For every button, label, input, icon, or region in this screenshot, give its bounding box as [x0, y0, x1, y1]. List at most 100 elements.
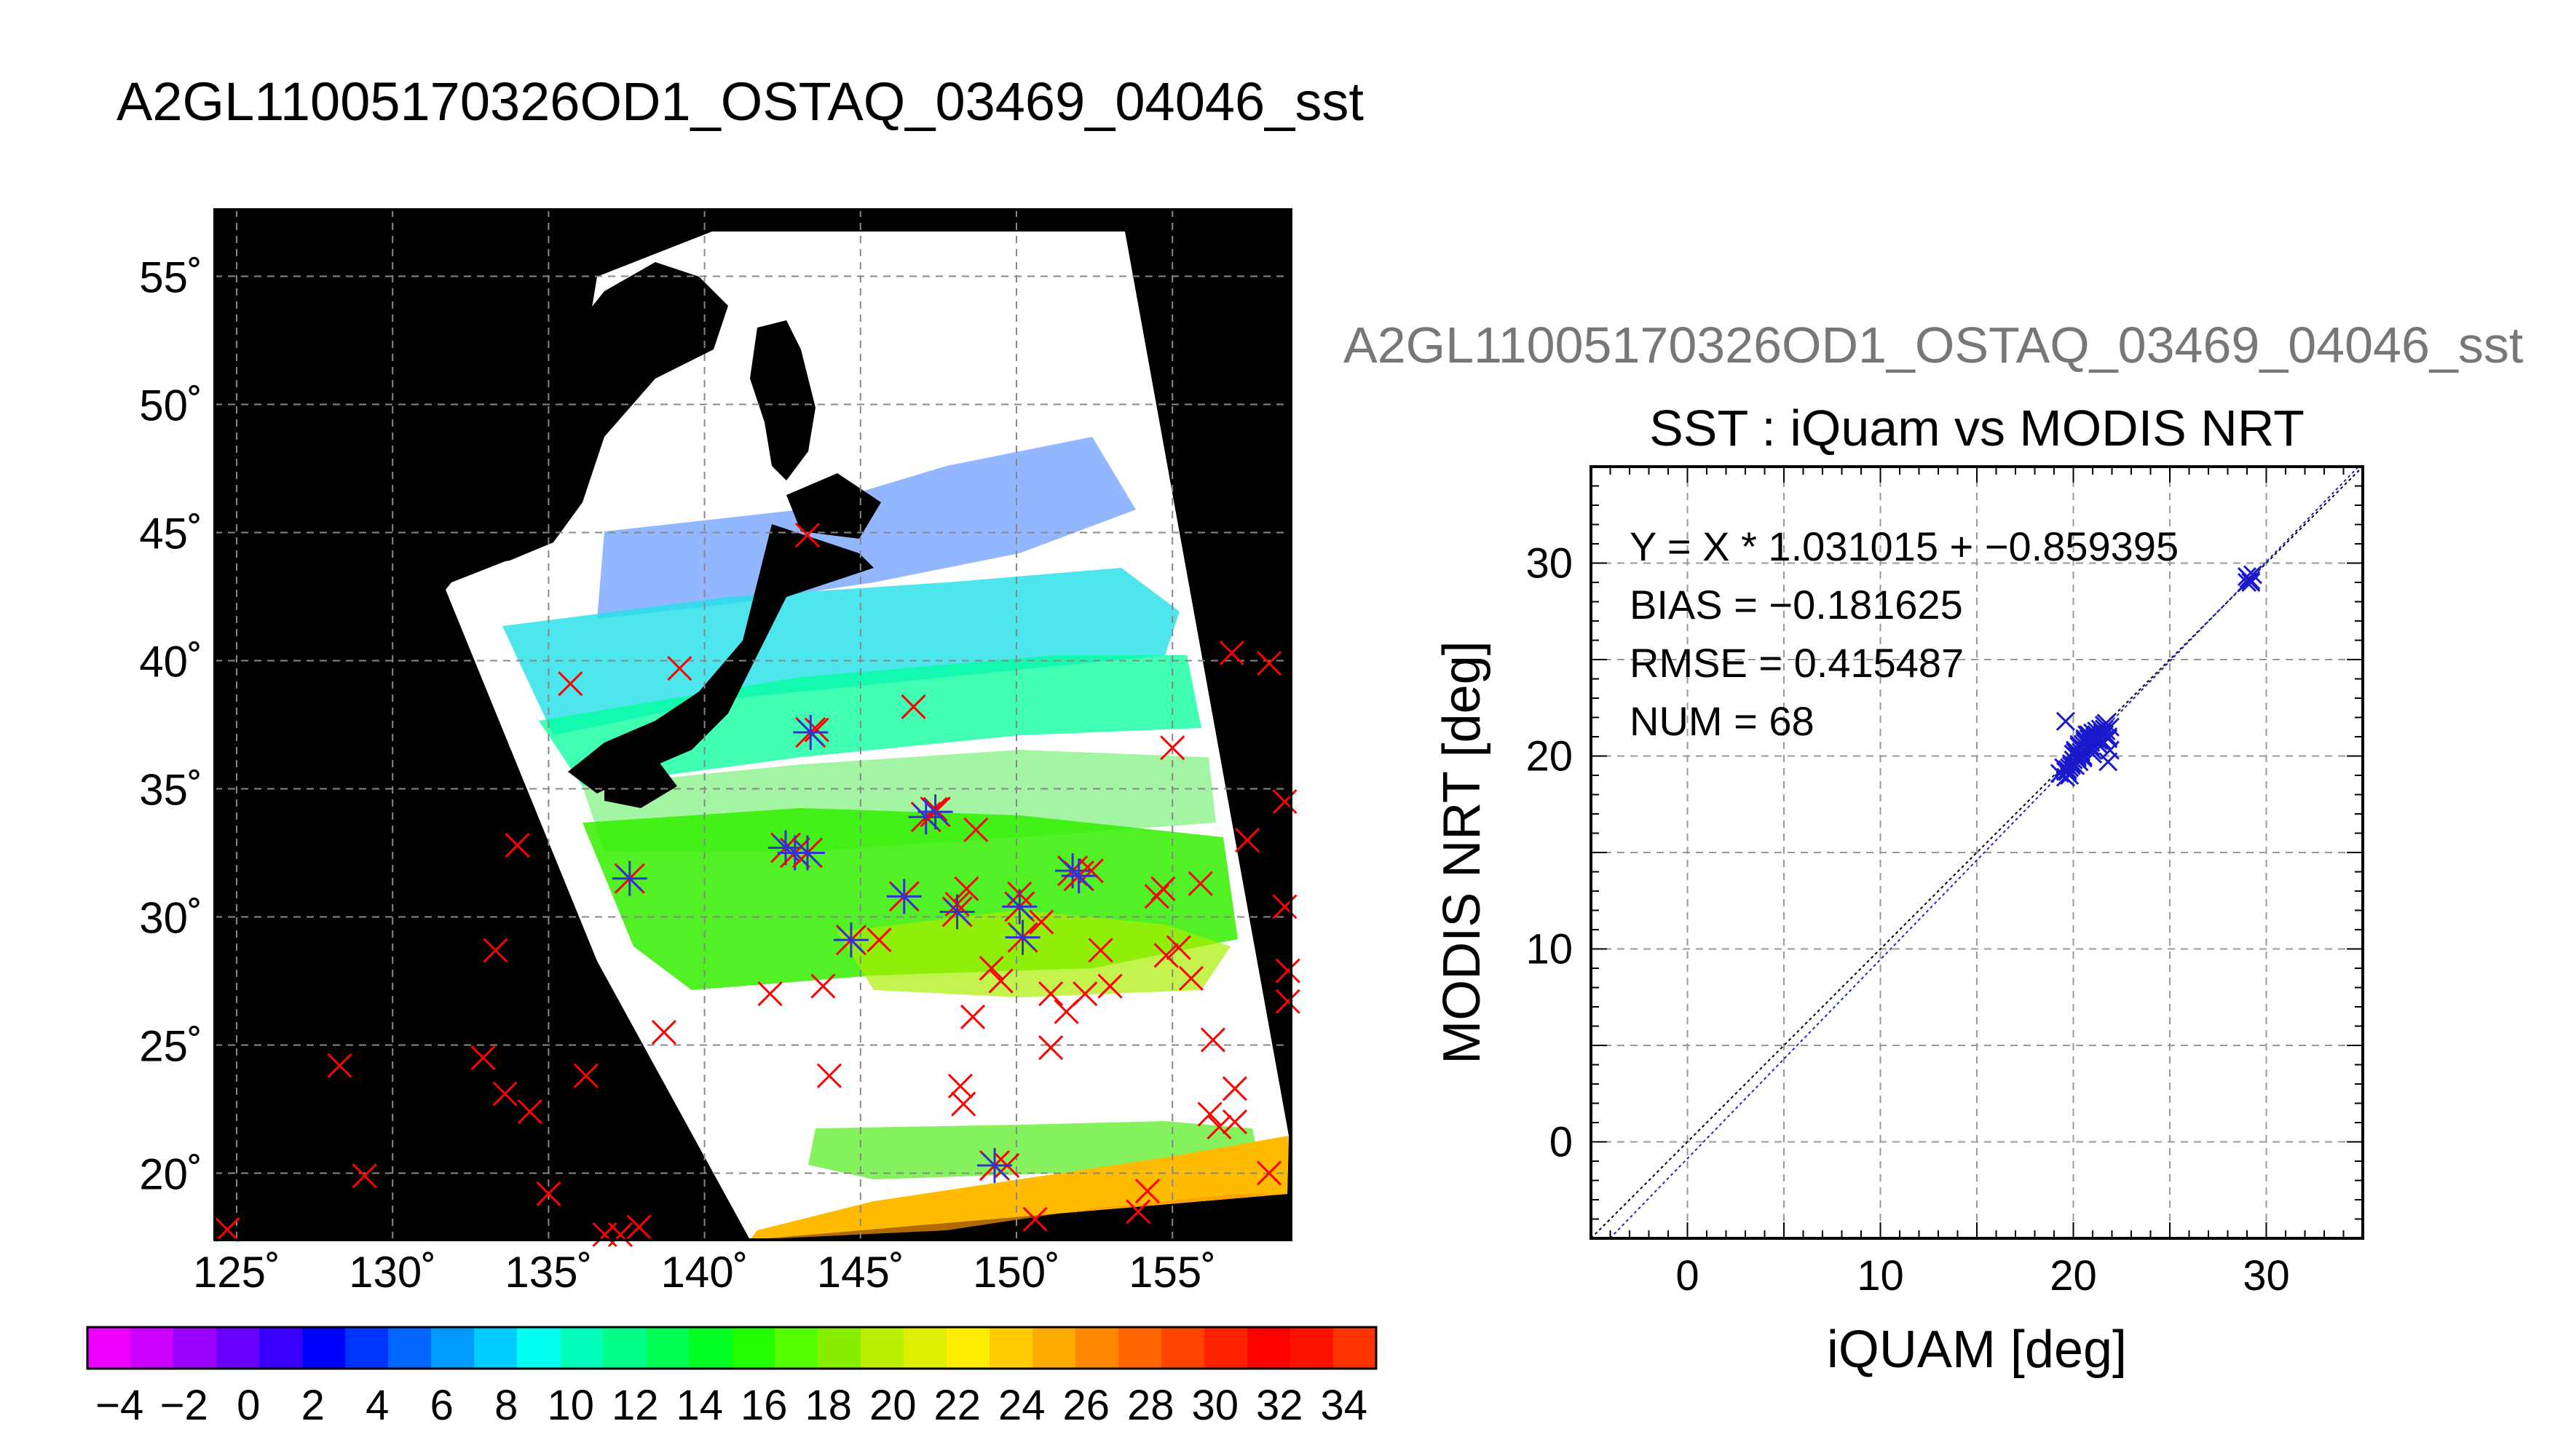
insitu-marker-stroke — [505, 832, 530, 858]
scatter-y-tick-label: 30 — [1525, 540, 1573, 587]
insitu-marker — [794, 522, 821, 548]
insitu-marker-stroke — [1256, 650, 1282, 676]
longitude-tick-label: 125˚ — [193, 1248, 280, 1297]
insitu-marker-stroke — [794, 522, 821, 548]
insitu-marker — [1234, 827, 1260, 852]
insitu-marker-stroke — [1088, 938, 1113, 963]
scatter-point — [2072, 738, 2091, 758]
insitu-marker-stroke — [1097, 973, 1123, 999]
insitu-marker — [470, 1045, 496, 1071]
insitu-marker-stroke — [483, 938, 508, 963]
insitu-marker-stroke — [1153, 943, 1179, 968]
insitu-marker — [1178, 965, 1204, 992]
insitu-marker — [1275, 958, 1300, 984]
insitu-marker — [1207, 1115, 1232, 1140]
insitu-marker-stroke — [1207, 1115, 1232, 1140]
insitu-marker — [483, 938, 508, 963]
matched-marker — [1061, 858, 1097, 894]
insitu-marker — [517, 1099, 542, 1125]
scatter-point — [2098, 752, 2118, 772]
insitu-marker — [558, 671, 583, 697]
scatter-annotation: RMSE = 0.415487 — [1630, 640, 1964, 686]
colorbar-cell — [173, 1327, 217, 1369]
insitu-marker — [667, 656, 692, 681]
insitu-marker-stroke — [1275, 989, 1300, 1014]
insitu-marker — [1029, 909, 1054, 935]
insitu-marker — [1222, 1109, 1247, 1135]
matched-marker — [917, 794, 953, 830]
map-grid — [215, 210, 1291, 1240]
scatter-annotation: Y = X * 1.031015 + −0.859395 — [1630, 523, 2179, 569]
colorbar-tick-labels: −4 −2 0 2 4 6 8 10 12 14 16 18 20 22 24 26 28 30 32 34 — [95, 1382, 1367, 1429]
matched-marker-stroke — [912, 804, 939, 831]
scatter-annotation: BIAS = −0.181625 — [1630, 582, 1963, 628]
scatter-point-stroke — [2056, 711, 2075, 731]
colorbar-cell — [87, 1327, 131, 1369]
insitu-marker — [651, 1019, 676, 1045]
matched-marker-stroke — [1009, 924, 1036, 951]
insitu-marker-stroke — [215, 1216, 240, 1242]
insitu-marker-stroke — [470, 1045, 496, 1071]
scatter-point — [2096, 713, 2116, 733]
insitu-marker — [1126, 1199, 1151, 1224]
insitu-marker-stroke — [804, 717, 829, 743]
insitu-marker — [352, 1163, 377, 1189]
colorbar-cell — [474, 1327, 518, 1369]
scatter-point-stroke — [2056, 767, 2075, 787]
scatter-points — [2050, 565, 2263, 787]
colorbar-tick-label: 30 — [1191, 1382, 1239, 1429]
matched-markers — [612, 715, 1097, 1183]
insitu-marker — [1256, 1160, 1282, 1186]
colorbar-cell — [818, 1327, 861, 1369]
insitu-marker — [1188, 871, 1213, 896]
matched-marker-stroke — [616, 865, 643, 892]
insitu-marker-stroke — [1200, 1027, 1225, 1053]
insitu-marker-stroke — [810, 973, 836, 999]
matched-marker — [767, 830, 803, 866]
colorbar-tick-label: 12 — [612, 1382, 659, 1429]
matched-marker-stroke — [797, 719, 824, 746]
colorbar-cell — [904, 1327, 947, 1369]
insitu-marker-stroke — [1178, 965, 1204, 992]
insitu-marker-stroke — [1038, 981, 1064, 1007]
colorbar-cell — [345, 1327, 389, 1369]
insitu-marker-stroke — [1272, 789, 1298, 815]
matched-marker-stroke — [1006, 893, 1033, 920]
colorbar-cell — [1032, 1327, 1076, 1369]
latitude-tick-label: 40˚ — [139, 638, 202, 687]
colorbar-cell — [259, 1327, 303, 1369]
scatter-panel: A2GL11005170326OD1_OSTAQ_03469_04046_sst… — [1343, 317, 2523, 1379]
insitu-marker — [573, 1063, 599, 1088]
insitu-marker — [951, 1091, 976, 1117]
insitu-marker — [1200, 1027, 1225, 1053]
scatter-point-stroke — [2100, 740, 2120, 760]
sst-cyan-band — [502, 568, 1180, 735]
colorbar-tick-label: 14 — [676, 1382, 723, 1429]
matched-marker — [1005, 919, 1040, 955]
insitu-marker — [1222, 1076, 1247, 1101]
insitu-marker — [960, 1004, 986, 1029]
insitu-marker-stroke — [1038, 1034, 1064, 1061]
insitu-marker — [1073, 981, 1098, 1007]
scatter-y-tick-labels: 0 10 20 30 — [1525, 540, 1573, 1166]
scatter-lines — [1590, 466, 2364, 1239]
insitu-marker-stroke — [1073, 981, 1098, 1007]
matched-marker — [1002, 889, 1038, 925]
matched-marker — [908, 799, 944, 835]
insitu-marker — [757, 981, 783, 1007]
scatter-point-stroke — [2060, 758, 2080, 778]
insitu-marker-stroke — [1275, 958, 1300, 984]
insitu-marker — [1078, 858, 1104, 884]
scatter-point-stroke — [2096, 713, 2116, 733]
colorbar-cell — [861, 1327, 904, 1369]
scatter-point — [2094, 719, 2114, 739]
scatter-point — [2243, 565, 2263, 585]
land-kyushu — [604, 757, 677, 808]
insitu-marker-stroke — [1234, 827, 1260, 852]
scatter-title: SST : iQuam vs MODIS NRT — [1649, 400, 2305, 456]
colorbar-cell — [1204, 1327, 1248, 1369]
colorbar: −4 −2 0 2 4 6 8 10 12 14 16 18 20 22 24 26 28 30 32 34 — [86, 1326, 1378, 1429]
insitu-marker-stroke — [1029, 909, 1054, 935]
colorbar-cell — [431, 1327, 475, 1369]
